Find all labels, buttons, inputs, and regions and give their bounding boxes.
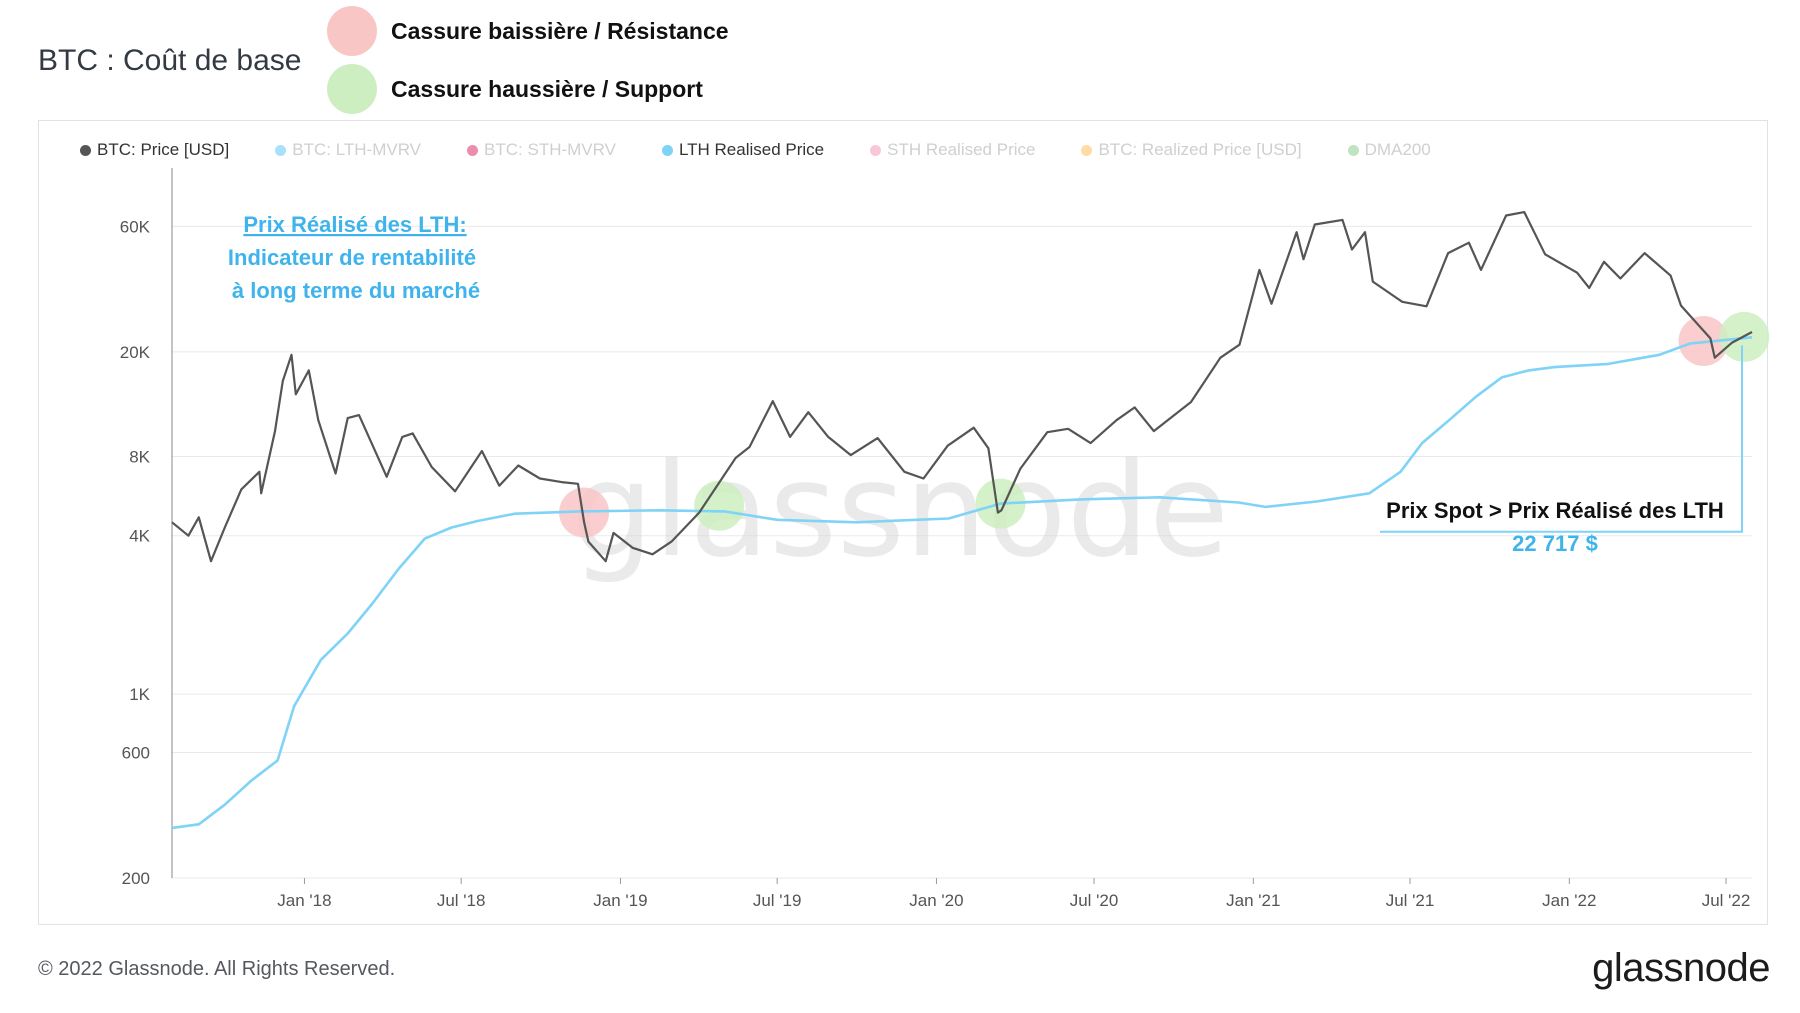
- legend-item[interactable]: LTH Realised Price: [661, 140, 825, 160]
- resistance-label: Cassure baissière / Résistance: [391, 18, 729, 44]
- legend-dot-icon: [1347, 144, 1359, 156]
- x-tick-label: Jan '19: [593, 891, 647, 910]
- y-tick-label: 60K: [120, 217, 151, 236]
- x-tick-label: Jul '19: [753, 891, 802, 910]
- y-tick-label: 8K: [129, 448, 150, 467]
- y-tick-label: 20K: [120, 343, 151, 362]
- legend-dot-icon: [467, 144, 479, 156]
- btc-price-line: [171, 211, 1753, 563]
- x-tick-label: Jul '20: [1070, 891, 1119, 910]
- lth-annotation-line3: à long terme du marché: [232, 278, 480, 303]
- legend-dot-icon: [275, 144, 287, 156]
- legend-dot-icon: [80, 144, 91, 156]
- support-circle: [694, 480, 745, 531]
- y-axis: 200 600 1K 4K 8K 20K 60K: [120, 217, 151, 888]
- x-tick-label: Jan '18: [277, 891, 331, 910]
- legend-item[interactable]: DMA200: [1347, 140, 1431, 160]
- legend-item[interactable]: BTC: Realized Price [USD]: [1081, 140, 1302, 160]
- legend-label: BTC: LTH-MVRV: [292, 140, 422, 159]
- chart-frame: [38, 120, 1768, 925]
- y-tick-label: 600: [122, 743, 150, 762]
- series-lines: [171, 211, 1753, 830]
- glassnode-logo: glassnode: [1592, 946, 1770, 990]
- legend-label: DMA200: [1364, 140, 1431, 159]
- support-label: Cassure haussière / Support: [391, 76, 703, 102]
- y-tick-label: 200: [122, 869, 150, 888]
- legend-resistance: Cassure baissière / Résistance: [327, 6, 787, 64]
- legend-dot-icon: [661, 144, 673, 156]
- legend-label: BTC: Realized Price [USD]: [1098, 140, 1302, 159]
- legend-label: STH Realised Price: [887, 140, 1036, 159]
- resistance-swatch: [327, 6, 377, 56]
- spot-value: 22 717 $: [1512, 531, 1598, 556]
- legend-label: LTH Realised Price: [678, 140, 825, 159]
- x-tick-label: Jul '18: [437, 891, 486, 910]
- legend-item[interactable]: BTC: LTH-MVRV: [275, 140, 421, 160]
- x-axis: Jan '18 Jul '18 Jan '19 Jul '19 Jan '20 Jul '…: [277, 878, 1750, 910]
- copyright: © 2022 Glassnode. All Rights Reserved.: [38, 958, 396, 980]
- y-tick-label: 1K: [129, 685, 150, 704]
- legend-dot-icon: [870, 144, 882, 156]
- legend-label: BTC: STH-MVRV: [484, 140, 616, 159]
- legend-dot-icon: [1081, 144, 1093, 156]
- callout-bracket: [1380, 345, 1743, 533]
- annotations: Prix Réalisé des LTH: Indicateur de rent…: [228, 212, 1724, 556]
- x-tick-label: Jan '22: [1542, 891, 1596, 910]
- spot-annotation: Prix Spot > Prix Réalisé des LTH: [1386, 498, 1724, 523]
- legend-item[interactable]: BTC: STH-MVRV: [467, 140, 616, 160]
- lth-realised-price-line: [171, 336, 1753, 830]
- page-title: BTC : Coût de base: [38, 44, 302, 77]
- legend-item[interactable]: STH Realised Price: [870, 140, 1035, 160]
- legend-support: Cassure haussière / Support: [327, 64, 787, 122]
- lth-annotation-title: Prix Réalisé des LTH:: [243, 212, 466, 237]
- grid: [172, 225, 1752, 879]
- callout: [1380, 345, 1743, 533]
- x-tick-label: Jul '21: [1386, 891, 1435, 910]
- legend-label: BTC: Price [USD]: [97, 140, 230, 159]
- series-legend: BTC: Price [USD] BTC: LTH-MVRV BTC: STH-MV…: [80, 138, 1477, 162]
- support-swatch: [327, 64, 377, 114]
- x-tick-label: Jan '21: [1226, 891, 1280, 910]
- highlight-legend: Cassure baissière / Résistance Cassure h…: [327, 6, 787, 122]
- legend-item[interactable]: BTC: Price [USD]: [80, 140, 229, 160]
- x-tick-label: Jan '20: [909, 891, 963, 910]
- lth-annotation-line2: Indicateur de rentabilité: [228, 245, 476, 270]
- y-tick-label: 4K: [129, 527, 150, 546]
- x-tick-label: Jul '22: [1702, 891, 1751, 910]
